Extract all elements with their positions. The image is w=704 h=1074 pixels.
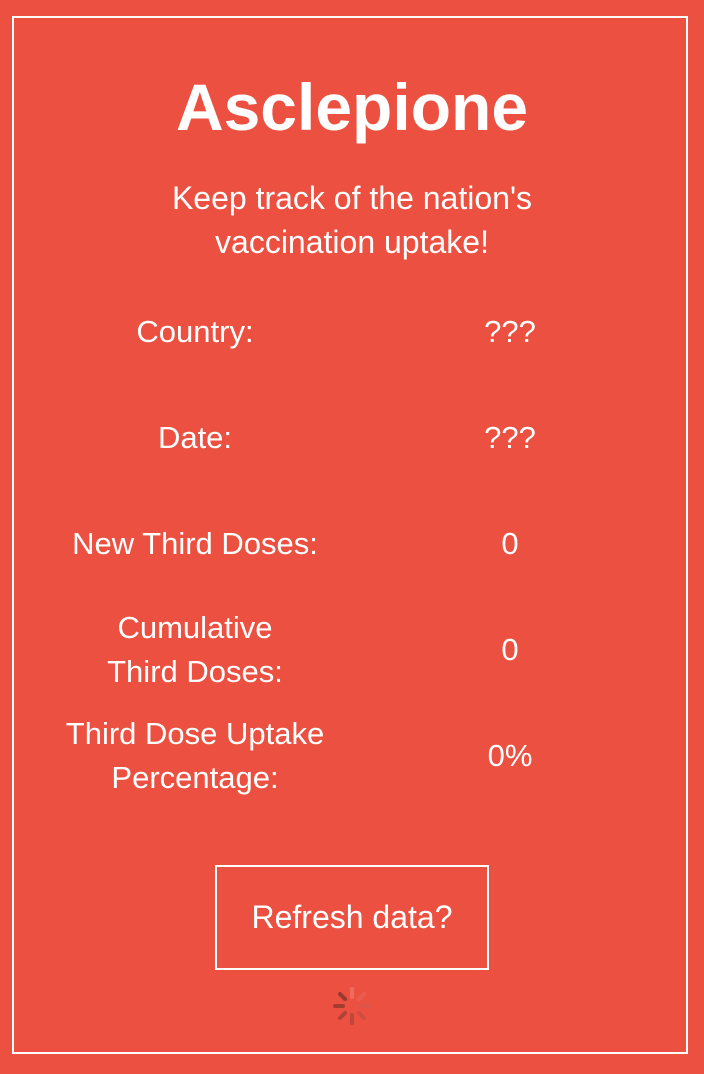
date-value: ??? [484,420,536,455]
country-label: Country: [136,314,254,349]
app-subtitle: Keep track of the nation's vaccination u… [171,180,533,260]
third-dose-uptake-percentage-label: Third Dose Uptake Percentage: [65,716,325,795]
spinner-icon [333,987,371,1025]
refresh-data-label: Refresh data? [251,899,453,935]
date-label: Date: [157,420,233,455]
third-dose-uptake-percentage-value: 0% [487,738,533,773]
app-title: Asclepione [175,70,529,144]
new-third-doses-value: 0 [501,526,519,561]
cumulative-third-doses-label: Cumulative Third Doses: [107,610,283,689]
country-value: ??? [484,314,536,349]
cumulative-third-doses-value: 0 [501,632,519,667]
app-frame [12,16,688,1054]
refresh-data-button[interactable]: Refresh data? [215,865,489,970]
new-third-doses-label: New Third Doses: [72,526,318,561]
